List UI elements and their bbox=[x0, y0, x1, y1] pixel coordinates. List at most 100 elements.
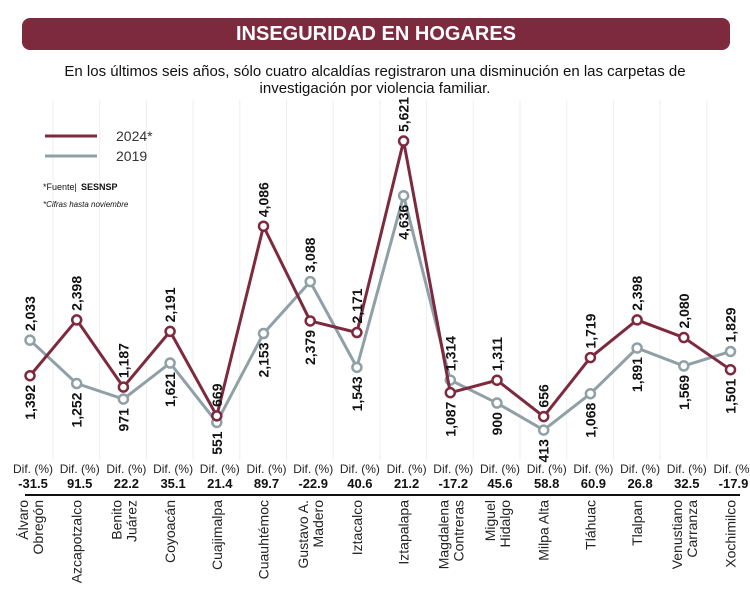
diff-label: Dif. (%) bbox=[667, 462, 707, 476]
data-point bbox=[304, 275, 316, 288]
data-point bbox=[724, 345, 737, 358]
data-point bbox=[70, 377, 83, 390]
category-label: Gustavo A.Madero bbox=[295, 500, 326, 569]
diff-value: -31.5 bbox=[18, 476, 48, 491]
diff-label: Dif. (%) bbox=[200, 462, 240, 476]
data-point bbox=[491, 374, 503, 386]
data-label: 1,829 bbox=[723, 307, 739, 342]
data-point bbox=[351, 326, 363, 339]
data-label: 2,080 bbox=[676, 293, 692, 328]
series-line-2024 bbox=[28, 139, 732, 419]
data-point bbox=[678, 331, 690, 344]
data-point bbox=[397, 189, 410, 202]
data-label: 2,398 bbox=[69, 276, 85, 311]
diff-value: 91.5 bbox=[67, 476, 92, 491]
diff-value: 60.9 bbox=[581, 476, 606, 491]
data-point bbox=[631, 314, 643, 326]
diff-label: Dif. (%) bbox=[527, 462, 567, 476]
category-label: Iztacalco bbox=[349, 500, 365, 555]
data-point bbox=[444, 386, 457, 399]
data-label: 656 bbox=[536, 384, 552, 408]
data-label: 2,171 bbox=[349, 288, 365, 323]
data-label: 1,087 bbox=[442, 401, 458, 436]
data-label: 2,033 bbox=[22, 296, 38, 331]
data-point bbox=[257, 327, 270, 340]
data-point bbox=[631, 342, 643, 354]
source-note: *Fuente| bbox=[43, 182, 77, 192]
source-name: SESNSP bbox=[81, 182, 118, 192]
subtitle: En los últimos seis años, sólo cuatro al… bbox=[64, 63, 686, 97]
category-label: MagdalenaContreras bbox=[435, 500, 466, 569]
data-label: 1,501 bbox=[723, 378, 739, 413]
category-label: Cuauhtémoc bbox=[256, 500, 272, 579]
data-point bbox=[351, 361, 363, 374]
diff-value: -22.9 bbox=[298, 476, 328, 491]
data-label: 1,891 bbox=[629, 357, 645, 392]
data-label: 5,621 bbox=[396, 97, 412, 132]
diff-value: 21.2 bbox=[394, 476, 419, 491]
category-label: Tláhuac bbox=[582, 500, 598, 550]
data-point bbox=[537, 410, 550, 423]
diff-label: Dif. (%) bbox=[13, 462, 53, 476]
data-point bbox=[491, 397, 503, 409]
diff-label: Dif. (%) bbox=[293, 462, 333, 476]
data-label: 900 bbox=[489, 412, 505, 436]
data-point bbox=[257, 220, 270, 232]
diff-value: 26.8 bbox=[627, 476, 652, 491]
data-point bbox=[24, 334, 36, 346]
diff-label: Dif. (%) bbox=[60, 462, 100, 476]
diff-label: Dif. (%) bbox=[387, 462, 427, 476]
data-point bbox=[117, 381, 130, 393]
diff-value: 35.1 bbox=[160, 476, 185, 491]
diff-label: Dif. (%) bbox=[106, 462, 146, 476]
diff-label: Dif. (%) bbox=[340, 462, 380, 476]
legend-label-2019: 2019 bbox=[116, 148, 147, 164]
data-point bbox=[211, 410, 223, 422]
diff-value: -17.9 bbox=[719, 476, 749, 491]
diff-label: Dif. (%) bbox=[433, 462, 473, 476]
data-label: 1,392 bbox=[22, 385, 38, 420]
diff-value: 89.7 bbox=[254, 476, 279, 491]
data-label: 1,543 bbox=[349, 376, 365, 411]
category-label: MiguelHidalgo bbox=[482, 500, 513, 548]
data-point bbox=[164, 325, 176, 338]
data-point bbox=[304, 315, 316, 327]
diff-label: Dif. (%) bbox=[714, 462, 750, 476]
data-label: 1,314 bbox=[442, 336, 458, 371]
category-label: VenustianoCarranza bbox=[669, 500, 700, 569]
data-point bbox=[537, 424, 550, 436]
footnote: *Cifras hasta noviembre bbox=[43, 200, 129, 209]
diff-value: 22.2 bbox=[114, 476, 139, 491]
diff-value: 40.6 bbox=[347, 476, 372, 491]
data-label: 3,088 bbox=[302, 237, 318, 272]
series-line-2019 bbox=[28, 194, 731, 432]
category-label: Azcapotzalco bbox=[69, 500, 85, 583]
data-label: 669 bbox=[209, 383, 225, 407]
diff-label: Dif. (%) bbox=[620, 462, 660, 476]
data-label: 2,379 bbox=[302, 330, 318, 365]
diff-label: Dif. (%) bbox=[573, 462, 613, 476]
category-label: ÁlvaroObregón bbox=[15, 500, 46, 555]
diff-value: 21.4 bbox=[207, 476, 233, 491]
category-label: Coyoacán bbox=[162, 500, 178, 563]
diff-label: Dif. (%) bbox=[153, 462, 193, 476]
data-point bbox=[584, 351, 597, 364]
data-point bbox=[24, 369, 36, 382]
data-point bbox=[70, 314, 83, 326]
data-label: 4,086 bbox=[256, 182, 272, 217]
diff-label: Dif. (%) bbox=[247, 462, 287, 476]
data-label: 1,719 bbox=[582, 313, 598, 348]
data-point bbox=[397, 135, 410, 147]
data-label: 2,191 bbox=[162, 287, 178, 322]
category-label: Tlalpan bbox=[629, 500, 645, 546]
category-label: Cuajimalpa bbox=[209, 500, 225, 570]
data-label: 2,153 bbox=[256, 342, 272, 377]
data-point bbox=[117, 393, 130, 405]
data-label: 1,068 bbox=[582, 403, 598, 438]
data-label: 413 bbox=[536, 439, 552, 463]
data-point bbox=[164, 357, 176, 369]
data-point bbox=[678, 360, 690, 372]
diff-value: 32.5 bbox=[674, 476, 699, 491]
diff-value: 58.8 bbox=[534, 476, 559, 491]
